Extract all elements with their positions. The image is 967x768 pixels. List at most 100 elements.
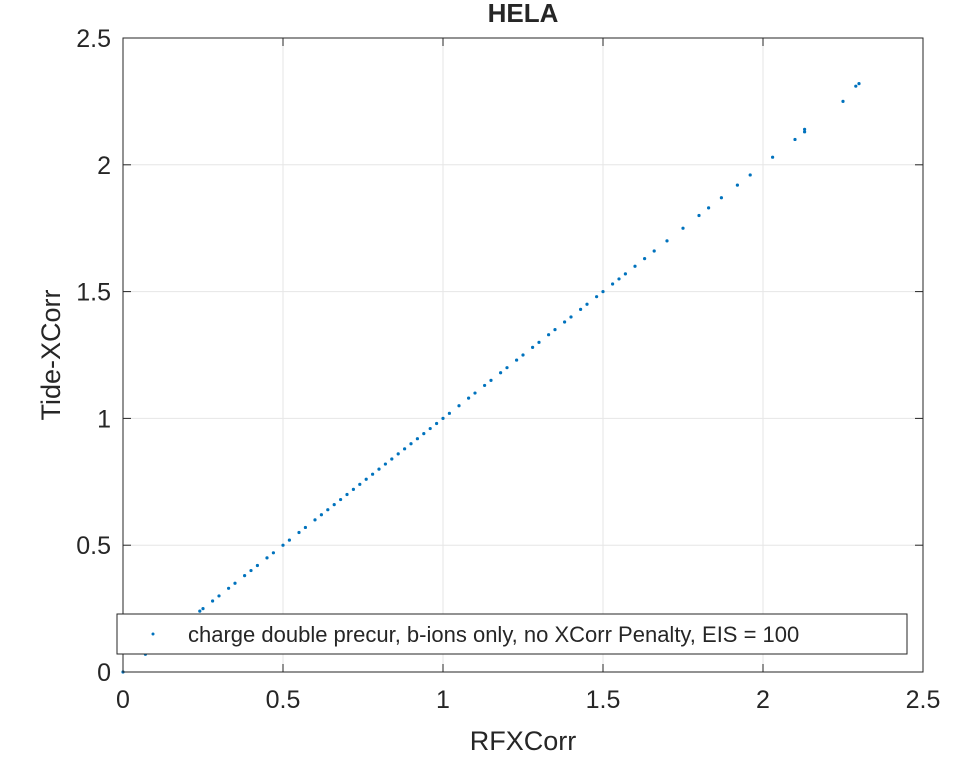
data-point bbox=[857, 82, 861, 86]
data-point bbox=[364, 477, 368, 481]
data-point bbox=[390, 457, 394, 461]
data-point bbox=[569, 315, 573, 319]
grid bbox=[122, 37, 924, 673]
data-point bbox=[396, 452, 400, 456]
data-point bbox=[643, 257, 647, 261]
data-point bbox=[771, 155, 775, 159]
data-point bbox=[652, 249, 656, 253]
data-point bbox=[403, 447, 407, 451]
data-point bbox=[585, 302, 589, 306]
data-point bbox=[553, 328, 557, 332]
data-point bbox=[633, 264, 637, 268]
data-point bbox=[473, 391, 477, 395]
data-point bbox=[332, 503, 336, 507]
data-point bbox=[665, 239, 669, 243]
x-tick-label: 0.5 bbox=[266, 686, 301, 714]
data-point bbox=[319, 513, 323, 517]
data-point bbox=[793, 137, 797, 142]
data-point bbox=[287, 538, 291, 542]
x-tick-label: 0 bbox=[116, 686, 130, 714]
data-point bbox=[595, 295, 599, 299]
y-tick-label: 0 bbox=[97, 659, 111, 687]
data-point bbox=[211, 599, 215, 603]
data-point bbox=[537, 340, 541, 344]
data-point bbox=[422, 432, 426, 436]
x-tick-label: 1.5 bbox=[586, 686, 621, 714]
legend-box bbox=[116, 613, 908, 655]
data-point bbox=[803, 127, 807, 131]
data-point bbox=[547, 333, 551, 337]
data-point bbox=[748, 173, 752, 177]
data-point bbox=[441, 416, 445, 420]
legend-marker bbox=[151, 632, 155, 636]
data-point bbox=[383, 462, 387, 466]
data-point bbox=[854, 84, 858, 88]
data-point bbox=[719, 196, 724, 200]
data-point bbox=[579, 307, 583, 311]
data-point bbox=[339, 497, 343, 502]
data-point bbox=[521, 353, 525, 357]
data-point bbox=[271, 551, 275, 555]
data-point bbox=[201, 607, 205, 611]
data-point bbox=[499, 371, 503, 375]
data-point bbox=[255, 563, 259, 568]
data-point bbox=[623, 272, 628, 276]
data-point bbox=[681, 226, 685, 230]
data-point bbox=[303, 525, 307, 530]
data-point bbox=[198, 609, 202, 613]
x-tick-label: 1 bbox=[436, 686, 450, 714]
data-point bbox=[467, 396, 471, 400]
data-point bbox=[313, 518, 317, 522]
data-point bbox=[371, 472, 375, 476]
legend: charge double precur, b-ions only, no XC… bbox=[116, 613, 908, 655]
data-point bbox=[297, 530, 301, 535]
data-point bbox=[505, 366, 509, 370]
data-point bbox=[489, 378, 493, 382]
data-point bbox=[697, 213, 701, 218]
series-points bbox=[121, 82, 861, 674]
data-point bbox=[233, 581, 237, 585]
data-point bbox=[265, 556, 269, 560]
data-point bbox=[563, 320, 567, 324]
data-point bbox=[515, 358, 519, 362]
data-point bbox=[803, 130, 807, 134]
chart-title: HELA bbox=[488, 0, 559, 28]
data-point bbox=[227, 586, 231, 590]
data-point bbox=[281, 543, 285, 547]
data-point bbox=[428, 426, 432, 431]
data-point bbox=[326, 508, 330, 512]
data-point bbox=[351, 487, 355, 492]
data-point bbox=[735, 183, 740, 187]
data-point bbox=[601, 290, 605, 294]
y-axis-label: Tide-XCorr bbox=[36, 289, 66, 420]
data-point bbox=[217, 594, 221, 598]
axis-ticks: 0 0.5 1 1.5 2 2.5 0 0.5 1 1.5 2 2.5 bbox=[76, 25, 940, 714]
data-point bbox=[707, 206, 711, 210]
legend-label: charge double precur, b-ions only, no XC… bbox=[188, 622, 799, 647]
x-tick-label: 2.5 bbox=[906, 686, 941, 714]
data-point bbox=[457, 404, 461, 408]
x-tick-label: 2 bbox=[756, 686, 770, 714]
x-axis-label: RFXCorr bbox=[470, 726, 577, 756]
data-point bbox=[415, 437, 419, 441]
data-point bbox=[841, 99, 845, 103]
y-tick-label: 2 bbox=[97, 152, 111, 180]
data-point bbox=[377, 467, 381, 471]
plot-area-frame bbox=[122, 37, 924, 673]
data-point bbox=[435, 421, 439, 426]
data-point bbox=[358, 482, 362, 486]
data-point bbox=[483, 383, 487, 388]
data-point bbox=[243, 574, 247, 578]
data-point bbox=[409, 442, 413, 446]
data-point bbox=[531, 345, 535, 349]
y-tick-label: 2.5 bbox=[76, 25, 111, 53]
y-tick-label: 1 bbox=[97, 405, 111, 433]
data-point bbox=[617, 277, 621, 281]
y-tick-label: 0.5 bbox=[76, 532, 111, 560]
data-point bbox=[447, 411, 451, 415]
data-point bbox=[249, 568, 253, 573]
data-point bbox=[345, 492, 349, 497]
y-tick-label: 1.5 bbox=[76, 279, 111, 307]
